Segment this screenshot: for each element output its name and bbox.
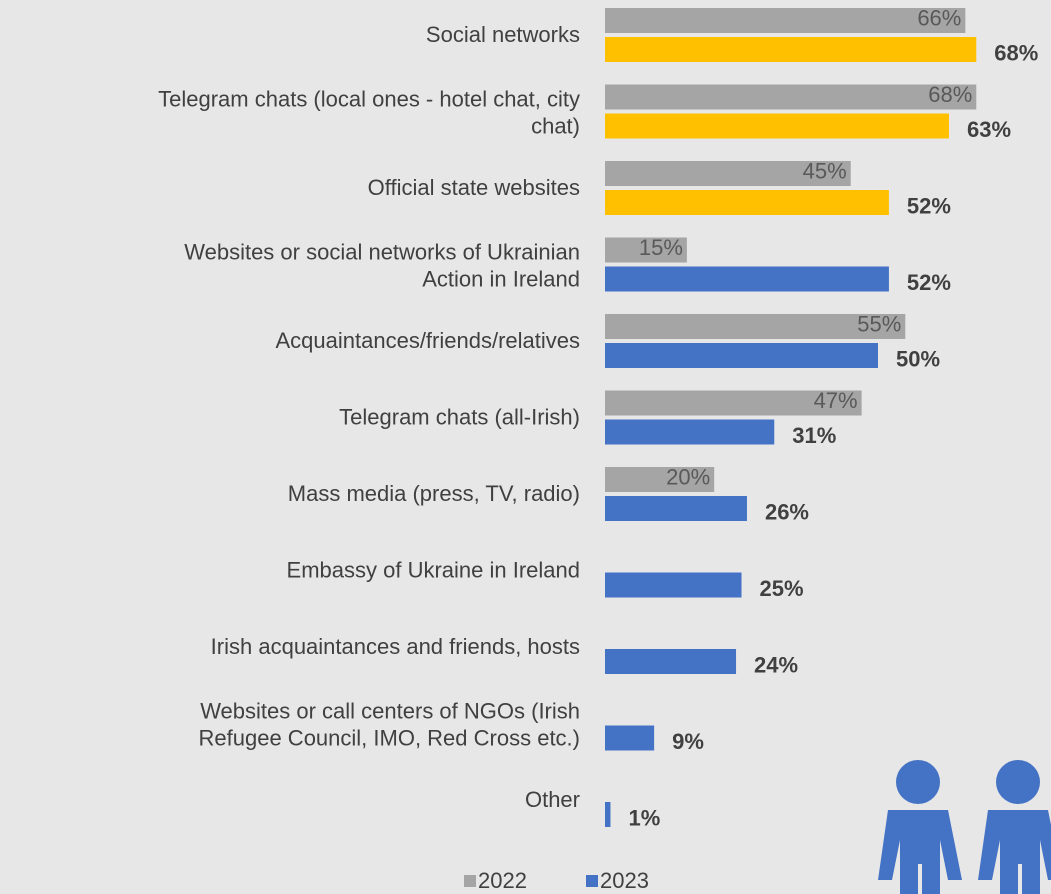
value-label: 55%: [857, 311, 901, 336]
bar: [605, 649, 737, 674]
bar: [605, 84, 977, 110]
category-label: Telegram chats (all-Irish): [339, 404, 580, 429]
value-label: 47%: [814, 388, 858, 413]
legend-label: 2022: [478, 868, 527, 893]
value-label: 31%: [792, 423, 836, 448]
bar: [605, 113, 949, 139]
value-label: 26%: [765, 499, 809, 524]
value-label: 68%: [994, 40, 1038, 65]
category-label: Irish acquaintances and friends, hosts: [211, 634, 580, 659]
bar: [605, 161, 851, 186]
category-label: Social networks: [426, 22, 580, 47]
category-label: Acquaintances/friends/relatives: [276, 328, 581, 353]
bar: [605, 496, 747, 521]
legend-swatch: [464, 875, 476, 887]
bar: [605, 419, 775, 445]
bar: [605, 467, 715, 492]
category-label: Websites or social networks of Ukrainian…: [184, 239, 580, 291]
value-label: 50%: [896, 346, 940, 371]
value-label: 1%: [628, 805, 660, 830]
bar: [605, 190, 889, 215]
bar: [605, 343, 878, 368]
bar: [605, 266, 889, 292]
bar: [605, 237, 687, 263]
value-label: 24%: [754, 652, 798, 677]
value-label: 25%: [760, 576, 804, 601]
value-label: 9%: [672, 729, 704, 754]
category-label: Telegram chats (local ones - hotel chat,…: [158, 86, 580, 138]
category-label: Official state websites: [368, 175, 580, 200]
value-label: 66%: [917, 5, 961, 30]
legend-label: 2023: [600, 868, 649, 893]
value-label: 45%: [803, 158, 847, 183]
category-label: Websites or call centers of NGOs (Irish R…: [199, 698, 580, 750]
value-label: 52%: [907, 193, 951, 218]
value-label: 63%: [967, 117, 1011, 142]
bar: [605, 314, 906, 339]
person-icons: [878, 760, 1051, 894]
value-label: 68%: [928, 82, 972, 107]
value-label: 20%: [666, 464, 710, 489]
bar: [605, 37, 977, 62]
value-label: 52%: [907, 270, 951, 295]
bar: [605, 725, 655, 751]
category-label: Mass media (press, TV, radio): [288, 481, 580, 506]
bar: [605, 802, 611, 827]
category-label: Embassy of Ukraine in Ireland: [287, 557, 580, 582]
bar: [605, 8, 966, 33]
value-label: 15%: [639, 235, 683, 260]
category-label: Other: [525, 787, 580, 812]
bar: [605, 390, 862, 416]
legend-swatch: [586, 875, 598, 887]
bar: [605, 572, 742, 598]
